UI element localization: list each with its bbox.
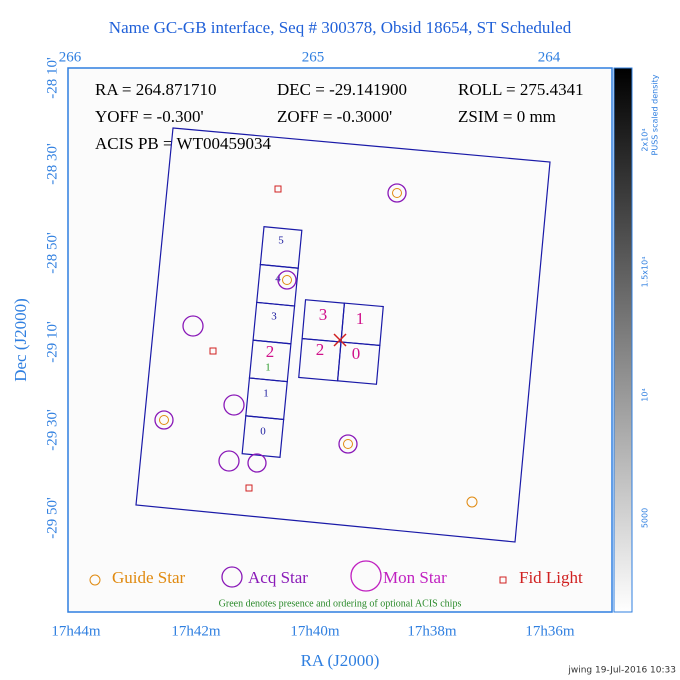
guide-star <box>392 188 402 198</box>
chip-label: 1 <box>263 388 269 400</box>
legend-mon <box>350 560 382 592</box>
aimpoint <box>333 333 347 347</box>
info-zsim: ZSIM = 0 mm <box>458 107 556 126</box>
left-tick-label: -29 30' <box>44 409 60 451</box>
left-tick-label: -28 30' <box>44 143 60 185</box>
title: Name GC-GB interface, Seq # 300378, Obsi… <box>109 18 572 37</box>
guide-star <box>466 496 478 508</box>
info-dec: DEC = -29.141900 <box>277 80 407 99</box>
left-tick-label: -29 10' <box>44 321 60 363</box>
info-yoff: YOFF = -0.300' <box>95 107 204 126</box>
bottom-tick-label: 17h40m <box>290 623 340 639</box>
acis-i-array <box>298 299 384 385</box>
note: Green denotes presence and ordering of o… <box>219 598 462 609</box>
left-tick-label: -28 10' <box>44 57 60 99</box>
acq-star <box>218 450 240 472</box>
bottom-tick-label: 17h42m <box>171 623 221 639</box>
optional-chip-order: 1 <box>265 362 271 374</box>
colorbar-tick: 5000 <box>641 508 650 528</box>
acq-star <box>277 270 297 290</box>
acq-star <box>387 183 407 203</box>
info-ra: RA = 264.871710 <box>95 80 217 99</box>
top-tick-label: 264 <box>538 49 561 65</box>
acis-s-array <box>241 226 303 458</box>
guide-star <box>282 275 292 285</box>
legend-label: Fid Light <box>519 568 583 587</box>
acq-star <box>247 453 267 473</box>
bottom-tick-label: 17h36m <box>525 623 575 639</box>
chip-label: 2 <box>266 342 275 361</box>
top-tick-label: 265 <box>302 49 325 65</box>
colorbar-tick: 2x10⁴ <box>641 128 650 151</box>
chip-label: 1 <box>356 309 365 328</box>
info-zoff: ZOFF = -0.3000' <box>277 107 392 126</box>
fid-light <box>209 347 217 355</box>
chip-label: 2 <box>316 340 325 359</box>
chip-label: 5 <box>278 235 284 247</box>
acq-star <box>182 315 204 337</box>
legend-label: Guide Star <box>112 568 186 587</box>
bottom-tick-label: 17h44m <box>51 623 101 639</box>
y-axis-label: Dec (J2000) <box>11 298 30 382</box>
legend-label: Mon Star <box>383 568 447 587</box>
chip-label: 3 <box>271 311 277 323</box>
left-tick-label: -29 50' <box>44 497 60 539</box>
top-tick-label: 266 <box>59 49 82 65</box>
colorbar-tick: 1.5x10⁴ <box>641 257 650 288</box>
bottom-tick-label: 17h38m <box>407 623 457 639</box>
legend-acq <box>221 566 243 588</box>
chip-label: 0 <box>260 426 266 438</box>
colorbar-label: PUSS scaled density <box>651 74 660 155</box>
legend-symbols <box>89 560 507 592</box>
field-of-view <box>135 127 551 543</box>
chip-label: 0 <box>352 344 361 363</box>
left-tick-label: -28 50' <box>44 232 60 274</box>
acq-star <box>154 410 174 430</box>
guide-star <box>159 415 169 425</box>
fid-light <box>274 185 282 193</box>
fid-light <box>245 484 253 492</box>
chip <box>336 341 381 385</box>
colorbar <box>613 67 633 613</box>
info-acis-pb: ACIS PB = WT00459034 <box>95 134 271 153</box>
legend-label: Acq Star <box>248 568 308 587</box>
footer: jwing 19-Jul-2016 10:33 <box>567 666 676 676</box>
info-roll: ROLL = 275.4341 <box>458 80 584 99</box>
legend-guide <box>89 574 101 586</box>
acq-star <box>338 434 358 454</box>
colorbar-tick: 10⁴ <box>641 388 650 401</box>
guide-star <box>343 439 353 449</box>
legend-fid <box>499 576 507 584</box>
chip-label: 3 <box>319 305 328 324</box>
x-axis-label: RA (J2000) <box>301 651 380 670</box>
acq-star <box>223 394 245 416</box>
stars <box>154 183 478 508</box>
